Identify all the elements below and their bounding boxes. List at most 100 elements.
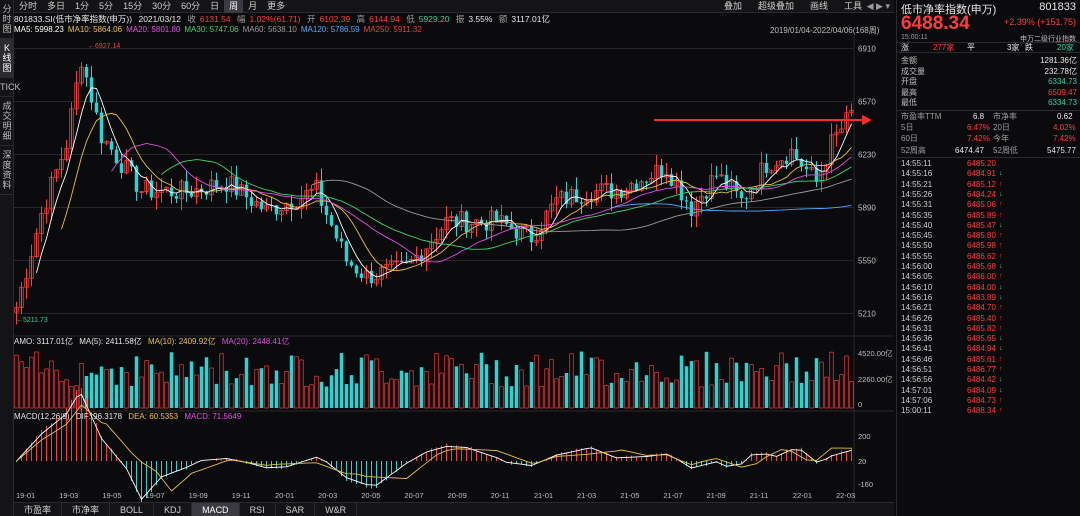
- kline-chart[interactable]: 6910 6570 6230 5890 5550 5210 ←6927.14 ←5211.73…: [14, 36, 894, 502]
- overlay-button[interactable]: 叠加: [723, 1, 742, 11]
- candle-body: [474, 219, 479, 225]
- candle-body: [699, 195, 704, 202]
- volume-bar: [289, 355, 294, 408]
- volume-bar: [639, 380, 644, 409]
- x-axis-label: 22-03: [836, 491, 855, 500]
- tick-arrow-icon: ↓: [999, 293, 1003, 301]
- candle-body: [724, 174, 729, 189]
- volume-bar: [709, 384, 714, 409]
- indicator-tab-macd[interactable]: MACD: [192, 503, 240, 516]
- candle-body: [229, 176, 234, 193]
- timeframe-tab-more[interactable]: 更多: [267, 0, 286, 11]
- x-axis-label: 21-03: [577, 491, 596, 500]
- x-axis-label: 20-11: [491, 491, 510, 500]
- nav-arrows-icon[interactable]: ◀ ▶ ▾: [866, 1, 890, 11]
- volume-bar: [384, 382, 389, 409]
- candle-body: [339, 238, 344, 242]
- candle-body: [214, 180, 219, 189]
- tick-time: 14:55:40: [901, 220, 933, 230]
- timeframe-tab[interactable]: 多日: [47, 0, 66, 11]
- flat-count: 3家: [1007, 43, 1020, 52]
- performance-cell: 今年: [993, 134, 1009, 143]
- indicator-tab-boll[interactable]: BOLL: [110, 503, 155, 516]
- candle-body: [379, 266, 384, 280]
- volume-bar: [279, 383, 284, 409]
- indicator-tab-pb[interactable]: 市净率: [62, 503, 111, 516]
- volume-bar: [364, 354, 369, 409]
- tools-button[interactable]: 工具: [843, 1, 862, 11]
- candle-body: [559, 191, 564, 199]
- tick-arrow-icon: ↓: [999, 221, 1003, 229]
- flat-label: 平: [967, 43, 975, 52]
- tick-row: 14:56:51 6486.77 ↑: [897, 365, 1080, 374]
- advance-decline-row: 涨 277家 平 3家 跌 20家: [897, 42, 1080, 53]
- performance-cell: 4.02%: [1053, 123, 1076, 132]
- pct-label: 幅: [237, 14, 246, 24]
- candle-body: [399, 260, 404, 262]
- candle-body: [369, 270, 374, 284]
- super-overlay-button[interactable]: 超级叠加: [757, 1, 794, 11]
- timeframe-tab[interactable]: 月: [248, 0, 258, 11]
- timeframe-tab[interactable]: 15分: [123, 0, 143, 11]
- max-price-label: ←6927.14: [88, 43, 120, 50]
- tick-price: 6484.70: [967, 303, 996, 313]
- volume-bar: [269, 383, 274, 408]
- rail-tab-timeshare[interactable]: 分时图: [0, 0, 14, 39]
- indicator-tab-pe[interactable]: 市盈率: [14, 503, 63, 516]
- volume-bar: [409, 370, 414, 409]
- candle-body: [489, 210, 494, 231]
- high-value: 6144.94: [369, 14, 400, 24]
- stat-value: 6509.47: [1048, 87, 1077, 97]
- candle-body: [549, 203, 554, 212]
- timeframe-tab[interactable]: 1分: [75, 0, 90, 11]
- volume-bar: [59, 381, 64, 409]
- timeframe-tab-active[interactable]: 周: [224, 0, 244, 13]
- volume-bar: [304, 385, 309, 409]
- tick-price: 6484.91: [967, 169, 996, 179]
- tick-row: 14:57:01 6484.09 ↓: [897, 386, 1080, 395]
- volume-bar: [144, 360, 149, 409]
- volume-bar: [674, 379, 679, 409]
- pct-value: 1.02%(61.71): [249, 14, 301, 24]
- timeframe-tab[interactable]: 5分: [99, 0, 114, 11]
- tick-time: 14:55:50: [901, 241, 933, 251]
- candle-body: [764, 163, 769, 173]
- candle-body: [674, 180, 679, 187]
- rail-tab-depth-info[interactable]: 深度资料: [0, 146, 14, 195]
- amp-label: 振: [455, 14, 465, 24]
- volume-bar: [354, 383, 359, 408]
- timeframe-tab[interactable]: 60分: [181, 0, 201, 11]
- rail-tab-tick[interactable]: TICK: [0, 78, 21, 97]
- tick-row: 14:55:50 6485.98 ↑: [897, 241, 1080, 250]
- volume-bar: [394, 379, 399, 409]
- volume-bar: [624, 381, 629, 409]
- indicator-tab-rsi[interactable]: RSI: [240, 503, 276, 516]
- timeframe-tab[interactable]: 分时: [19, 0, 38, 11]
- indicator-tab-sar[interactable]: SAR: [276, 503, 316, 516]
- timeframe-tab[interactable]: 30分: [152, 0, 172, 11]
- volume-bar: [274, 370, 279, 408]
- candle-body: [569, 188, 574, 205]
- draw-line-button[interactable]: 画线: [809, 1, 828, 11]
- candle-body: [589, 201, 594, 203]
- rail-tab-trade-detail[interactable]: 成交明细: [0, 97, 14, 146]
- indicator-tab-wr[interactable]: W&R: [315, 503, 358, 516]
- rail-tab-kline[interactable]: K线图: [0, 39, 14, 78]
- indicator-tab-kdj[interactable]: KDJ: [154, 503, 193, 516]
- week52-row: 52周高 6474.47 52周低 5475.77: [897, 146, 1080, 156]
- candle-body: [349, 261, 354, 266]
- timeframe-tab[interactable]: 日: [210, 0, 220, 11]
- volume-bar: [439, 372, 444, 409]
- tick-row: 14:56:36 6485.65 ↓: [897, 334, 1080, 343]
- candle-body: [709, 175, 714, 199]
- candle-body: [209, 179, 214, 196]
- volume-bar: [174, 375, 179, 408]
- candle-body: [279, 210, 284, 215]
- tick-row: 15:00:11 6488.34 ↑: [897, 406, 1080, 415]
- candle-body: [609, 183, 614, 199]
- tick-arrow-icon: ↑: [999, 366, 1003, 373]
- x-axis-label: 20-03: [318, 491, 337, 500]
- candle-body: [684, 200, 689, 202]
- indicator-tabs: 市盈率 市净率 BOLL KDJ MACD RSI SAR W&R: [14, 502, 894, 516]
- min-price-label: ←5211.73: [16, 317, 48, 324]
